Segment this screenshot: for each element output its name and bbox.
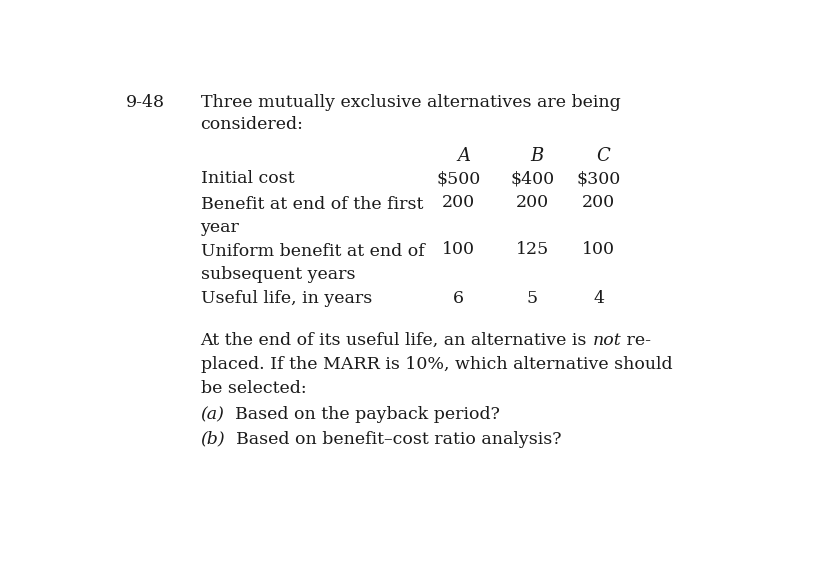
Text: Uniform benefit at end of: Uniform benefit at end of	[200, 243, 425, 260]
Text: Initial cost: Initial cost	[200, 170, 294, 187]
Text: 100: 100	[442, 241, 475, 258]
Text: 200: 200	[515, 194, 549, 211]
Text: 200: 200	[442, 194, 475, 211]
Text: B: B	[530, 147, 543, 165]
Text: A: A	[457, 147, 470, 165]
Text: 4: 4	[593, 290, 605, 307]
Text: $500: $500	[437, 170, 481, 187]
Text: 9-48: 9-48	[126, 93, 165, 111]
Text: Three mutually exclusive alternatives are being: Three mutually exclusive alternatives ar…	[200, 93, 620, 111]
Text: re-: re-	[621, 332, 651, 348]
Text: 6: 6	[453, 290, 464, 307]
Text: be selected:: be selected:	[200, 381, 306, 397]
Text: Based on benefit–cost ratio analysis?: Based on benefit–cost ratio analysis?	[225, 431, 562, 448]
Text: considered:: considered:	[200, 116, 303, 132]
Text: (a): (a)	[200, 406, 224, 423]
Text: C: C	[596, 147, 610, 165]
Text: Based on the payback period?: Based on the payback period?	[224, 406, 501, 423]
Text: $300: $300	[577, 170, 621, 187]
Text: Useful life, in years: Useful life, in years	[200, 290, 371, 307]
Text: 200: 200	[582, 194, 615, 211]
Text: (b): (b)	[200, 431, 225, 448]
Text: Benefit at end of the first: Benefit at end of the first	[200, 195, 423, 213]
Text: At the end of its useful life, an alternative is: At the end of its useful life, an altern…	[200, 332, 592, 348]
Text: placed. If the MARR is 10%, which alternative should: placed. If the MARR is 10%, which altern…	[200, 356, 672, 373]
Text: year: year	[200, 218, 240, 236]
Text: 100: 100	[582, 241, 615, 258]
Text: not: not	[592, 332, 621, 348]
Text: $400: $400	[510, 170, 554, 187]
Text: 125: 125	[515, 241, 549, 258]
Text: subsequent years: subsequent years	[200, 266, 355, 283]
Text: 5: 5	[527, 290, 537, 307]
